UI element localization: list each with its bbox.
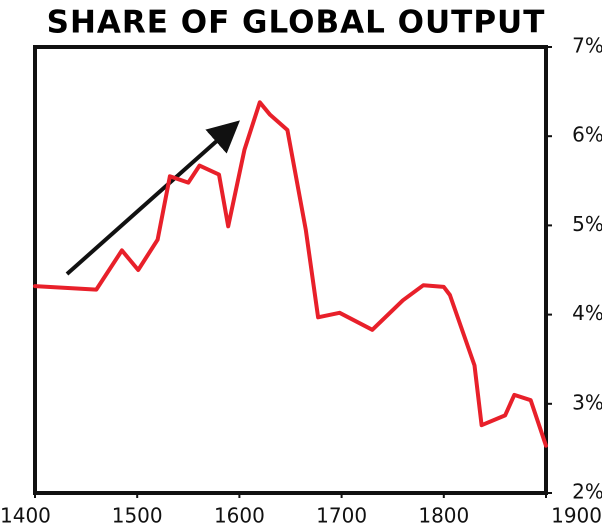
x-tick-label: 1700 xyxy=(316,504,367,528)
trend-arrow xyxy=(65,120,240,276)
y-tick-label: 4% xyxy=(572,301,602,325)
y-tick-label: 3% xyxy=(572,390,602,414)
y-tick-label: 2% xyxy=(572,480,602,504)
x-tick-label: 1500 xyxy=(112,504,163,528)
y-tick-label: 7% xyxy=(572,34,602,58)
x-tick-label: 1800 xyxy=(418,504,469,528)
x-tick-label: 1600 xyxy=(214,504,265,528)
y-tick-label: 5% xyxy=(572,212,602,236)
plot-frame xyxy=(33,45,548,495)
x-tick-label: 1400 xyxy=(0,504,51,528)
data-line xyxy=(33,100,548,448)
chart-title: SHARE OF GLOBAL OUTPUT xyxy=(47,5,546,41)
x-tick-label: 1900 xyxy=(551,504,602,528)
y-tick-label: 6% xyxy=(572,123,602,147)
